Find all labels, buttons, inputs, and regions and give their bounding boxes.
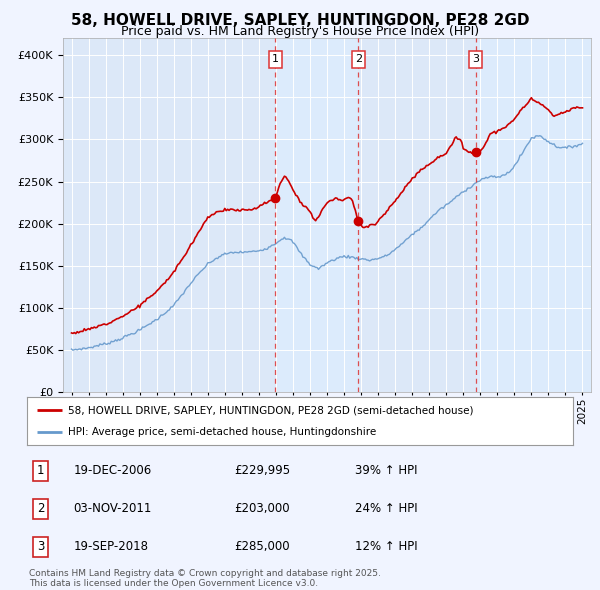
Text: 3: 3	[472, 54, 479, 64]
Text: 1: 1	[272, 54, 279, 64]
Text: 12% ↑ HPI: 12% ↑ HPI	[355, 540, 417, 553]
Text: £229,995: £229,995	[235, 464, 290, 477]
Text: HPI: Average price, semi-detached house, Huntingdonshire: HPI: Average price, semi-detached house,…	[68, 427, 376, 437]
Text: 3: 3	[37, 540, 44, 553]
Text: £285,000: £285,000	[235, 540, 290, 553]
Text: 1: 1	[37, 464, 44, 477]
Text: Contains HM Land Registry data © Crown copyright and database right 2025.
This d: Contains HM Land Registry data © Crown c…	[29, 569, 380, 588]
Text: 2: 2	[355, 54, 362, 64]
Text: Price paid vs. HM Land Registry's House Price Index (HPI): Price paid vs. HM Land Registry's House …	[121, 25, 479, 38]
Text: £203,000: £203,000	[235, 502, 290, 516]
Text: 58, HOWELL DRIVE, SAPLEY, HUNTINGDON, PE28 2GD: 58, HOWELL DRIVE, SAPLEY, HUNTINGDON, PE…	[71, 13, 529, 28]
Text: 2: 2	[37, 502, 44, 516]
Text: 39% ↑ HPI: 39% ↑ HPI	[355, 464, 417, 477]
Text: 19-SEP-2018: 19-SEP-2018	[73, 540, 148, 553]
Bar	[275, 38, 358, 392]
Bar	[476, 38, 591, 392]
Text: 03-NOV-2011: 03-NOV-2011	[73, 502, 152, 516]
Text: 58, HOWELL DRIVE, SAPLEY, HUNTINGDON, PE28 2GD (semi-detached house): 58, HOWELL DRIVE, SAPLEY, HUNTINGDON, PE…	[68, 405, 473, 415]
Text: 24% ↑ HPI: 24% ↑ HPI	[355, 502, 417, 516]
Text: 19-DEC-2006: 19-DEC-2006	[73, 464, 152, 477]
